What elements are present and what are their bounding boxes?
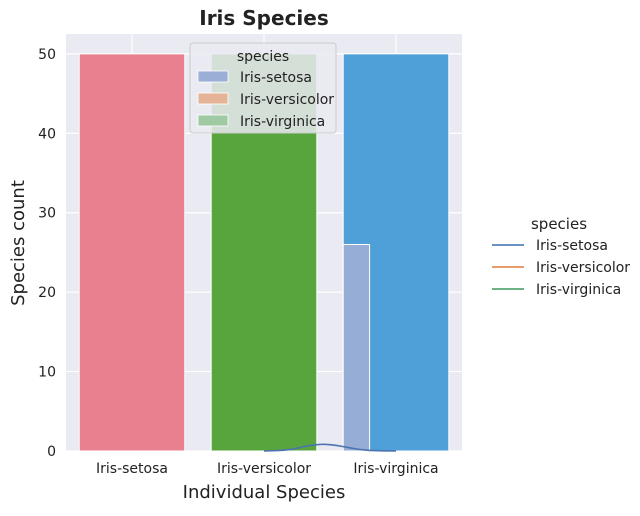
inner-legend-frame (189, 42, 337, 134)
outer-legend: species Iris-setosa Iris-versicolor Iris-v… (492, 215, 630, 298)
y-tick-label: 40 (38, 126, 56, 142)
inner-legend-swatch (197, 114, 229, 127)
y-tick-label: 0 (47, 444, 56, 460)
y-tick-label: 10 (38, 365, 56, 381)
chart-title: Iris Species (199, 6, 329, 30)
y-tick-label: 20 (38, 285, 56, 301)
x-axis-ticks: Iris-setosa Iris-versicolor Iris-virginica (96, 461, 439, 477)
outer-legend-label: Iris-virginica (536, 282, 621, 298)
inner-legend-title: species (237, 49, 289, 65)
inner-legend-label: Iris-virginica (240, 114, 325, 130)
outer-legend-entries: Iris-setosa Iris-versicolor Iris-virginica (492, 238, 630, 298)
inner-legend-entries: Iris-setosa Iris-versicolor Iris-virginica (197, 70, 334, 130)
x-tick-label: Iris-setosa (96, 461, 168, 477)
inner-legend-swatch (197, 70, 229, 83)
y-tick-label: 50 (38, 47, 56, 63)
y-tick-label: 30 (38, 206, 56, 222)
kde-line (263, 443, 397, 452)
inner-legend-label: Iris-versicolor (240, 92, 334, 108)
histogram (342, 243, 371, 452)
outer-legend-title: species (531, 215, 587, 233)
inner-legend-label: Iris-setosa (240, 70, 312, 86)
x-axis-label: Individual Species (183, 482, 346, 503)
x-tick-label: Iris-versicolor (217, 461, 311, 477)
inner-legend-swatch (197, 92, 229, 105)
inner-legend: species Iris-setosa Iris-versicolor Iris-v… (189, 42, 337, 134)
histogram-bar (342, 243, 371, 452)
bar (78, 53, 186, 452)
x-tick-label: Iris-virginica (353, 461, 438, 477)
y-axis-ticks: 0 10 20 30 40 50 (38, 47, 56, 460)
y-axis-label: Species count (8, 180, 29, 306)
kde-curve (263, 443, 397, 452)
outer-legend-label: Iris-versicolor (536, 260, 630, 276)
outer-legend-label: Iris-setosa (536, 238, 608, 254)
